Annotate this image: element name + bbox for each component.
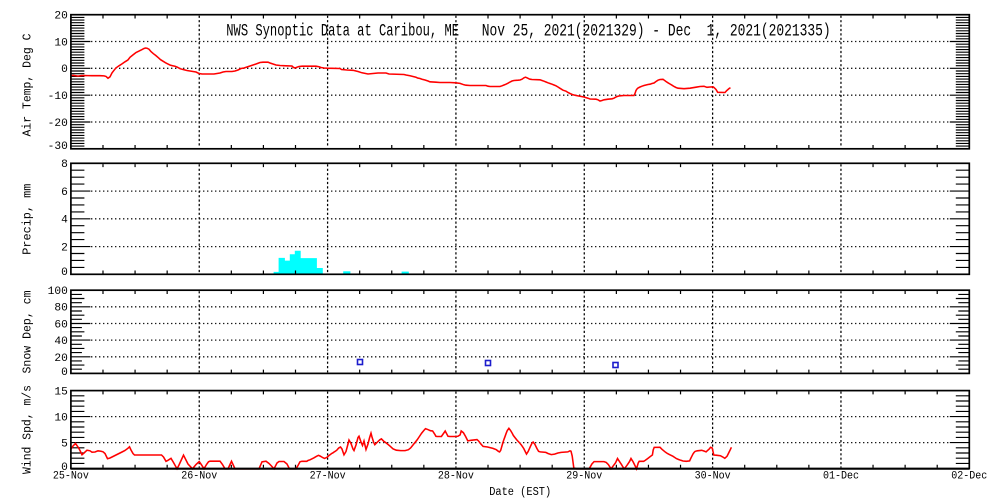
svg-text:2: 2	[61, 242, 68, 254]
svg-text:20: 20	[54, 353, 68, 365]
svg-text:30-Nov: 30-Nov	[695, 471, 731, 483]
svg-text:-10: -10	[48, 91, 68, 103]
svg-text:-30: -30	[48, 141, 68, 153]
svg-text:100: 100	[48, 286, 68, 298]
svg-text:26-Nov: 26-Nov	[181, 471, 217, 483]
svg-text:Snow Dep, cm: Snow Dep, cm	[22, 290, 35, 373]
svg-text:-20: -20	[48, 118, 68, 130]
svg-text:15: 15	[54, 387, 67, 399]
svg-text:28-Nov: 28-Nov	[438, 471, 474, 483]
svg-text:29-Nov: 29-Nov	[566, 471, 602, 483]
svg-text:5: 5	[61, 438, 68, 450]
svg-text:27-Nov: 27-Nov	[310, 471, 346, 483]
svg-text:10: 10	[54, 413, 68, 425]
svg-text:8: 8	[61, 159, 68, 171]
svg-text:60: 60	[54, 319, 68, 331]
svg-text:0: 0	[61, 367, 68, 379]
svg-text:Wind Spd, m/s: Wind Spd, m/s	[22, 385, 35, 474]
svg-text:Air Temp, Deg C: Air Temp, Deg C	[22, 33, 35, 136]
svg-text:25-Nov: 25-Nov	[53, 471, 89, 483]
svg-text:Nov 25, 2021(2021329) - Dec 1: Nov 25, 2021(2021329) - Dec 1, 2021(2021…	[482, 21, 831, 42]
svg-text:10: 10	[54, 37, 68, 49]
svg-text:6: 6	[61, 187, 68, 199]
svg-text:80: 80	[54, 303, 68, 315]
svg-text:0: 0	[61, 462, 68, 474]
svg-text:20: 20	[54, 11, 68, 23]
svg-text:02-Dec: 02-Dec	[951, 471, 987, 483]
svg-text:Date (EST): Date (EST)	[489, 486, 551, 499]
svg-text:0: 0	[61, 64, 68, 76]
svg-text:Precip, mm: Precip, mm	[22, 184, 35, 255]
svg-text:0: 0	[61, 267, 68, 279]
svg-text:4: 4	[61, 215, 68, 227]
svg-text:NWS Synoptic Data at Caribou,: NWS Synoptic Data at Caribou, ME	[226, 21, 459, 42]
svg-text:01-Dec: 01-Dec	[823, 471, 859, 483]
svg-text:40: 40	[54, 336, 68, 348]
